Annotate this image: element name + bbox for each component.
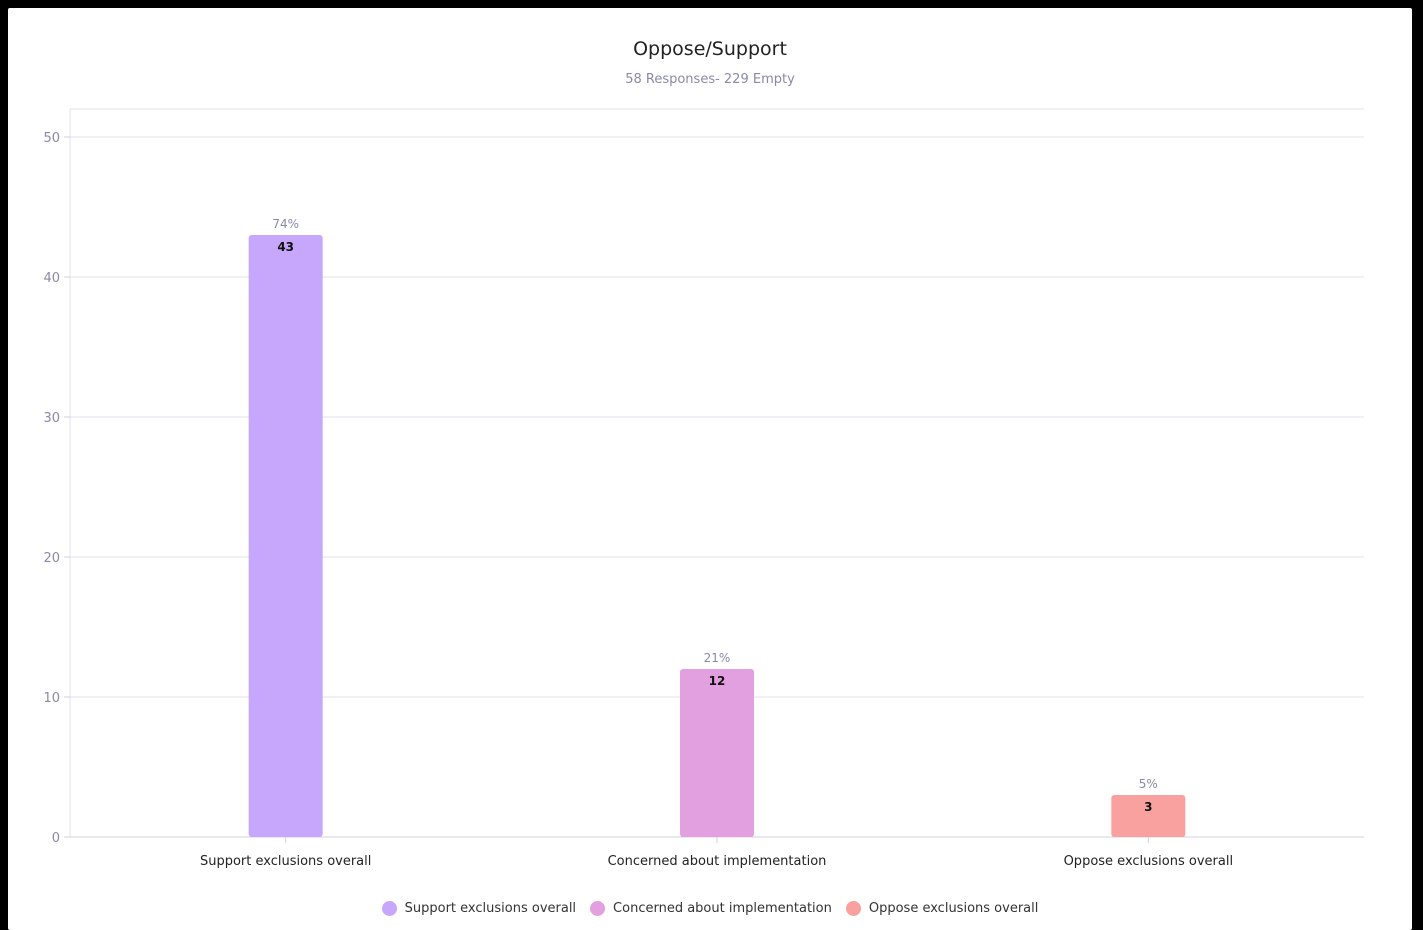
y-tick-label: 0 (52, 831, 60, 846)
bar-chart: 0 10 20 30 40 50 74% 43 Support exclusions overa… (43, 108, 1364, 869)
chart-subtitle: 58 Responses- 229 Empty (625, 72, 795, 87)
y-tick-label: 40 (43, 271, 60, 286)
y-tick-label: 10 (43, 691, 60, 706)
bar-percent-label: 74% (272, 217, 299, 231)
x-tick-label: Oppose exclusions overall (1064, 854, 1234, 869)
bar-value-label: 43 (277, 240, 294, 254)
y-tick-label: 50 (43, 131, 60, 146)
legend-swatch-support (381, 901, 397, 916)
bar (1111, 795, 1186, 837)
legend-swatch-oppose (845, 901, 861, 916)
bar-percent-label: 21% (704, 651, 731, 665)
legend-label-concerned: Concerned about implementation (613, 901, 832, 916)
bar-percent-label: 5% (1139, 777, 1158, 791)
x-tick-label: Support exclusions overall (200, 854, 371, 869)
legend-item-oppose[interactable]: Oppose exclusions overall (845, 901, 1039, 916)
chart-title: Oppose/Support (633, 38, 787, 60)
y-tick-label: 20 (43, 551, 60, 566)
x-tick-label: Concerned about implementation (608, 854, 827, 869)
legend-label-oppose: Oppose exclusions overall (868, 901, 1039, 916)
legend-item-concerned[interactable]: Concerned about implementation (590, 901, 832, 916)
legend-swatch-concerned (590, 901, 606, 916)
legend-item-support[interactable]: Support exclusions overall (381, 901, 577, 916)
bar-value-label: 3 (1144, 800, 1152, 814)
chart-panel: Oppose/Support 58 Responses- 229 Empty 0… (8, 8, 1412, 930)
bar-value-label: 12 (709, 674, 726, 688)
legend-label-support: Support exclusions overall (404, 901, 577, 916)
y-tick-label: 30 (43, 411, 60, 426)
bar (680, 669, 754, 837)
chart-legend: Support exclusions overall Concerned abo… (8, 901, 1412, 916)
bar (248, 235, 323, 837)
